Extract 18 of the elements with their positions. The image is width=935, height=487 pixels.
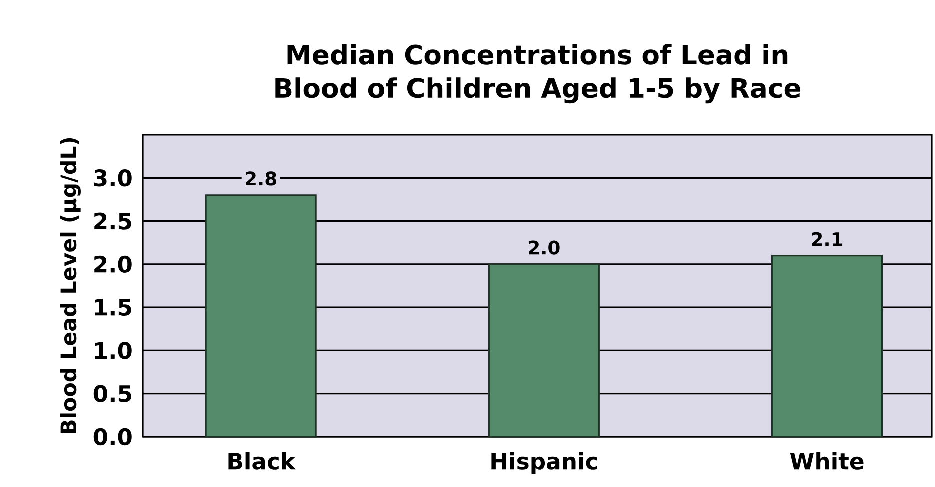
bar [771,255,884,438]
data-label: 2.0 [529,240,560,255]
y-tick-label: 2.0 [94,256,132,273]
x-tick-label: White [790,452,864,470]
bar [205,194,317,438]
x-tick-label: Hispanic [492,452,598,474]
y-tick-label: 0.0 [94,428,132,446]
y-tick-label: 0.5 [94,385,132,402]
y-axis-title: Blood Lead Level (µg/dL) [60,138,81,434]
x-tick-label: Black [228,452,296,470]
y-tick-label: 3.0 [94,170,132,187]
bar [488,264,600,438]
y-tick-label: 1.0 [95,342,132,360]
data-label: 2.8 [246,172,276,186]
y-tick-label: 2.5 [94,212,132,230]
chart-title: Median Concentrations of Lead in Blood of Children Aged 1-5 by Race [276,44,801,104]
data-label: 2.1 [812,232,843,246]
y-tick-label: 1.5 [95,299,132,316]
